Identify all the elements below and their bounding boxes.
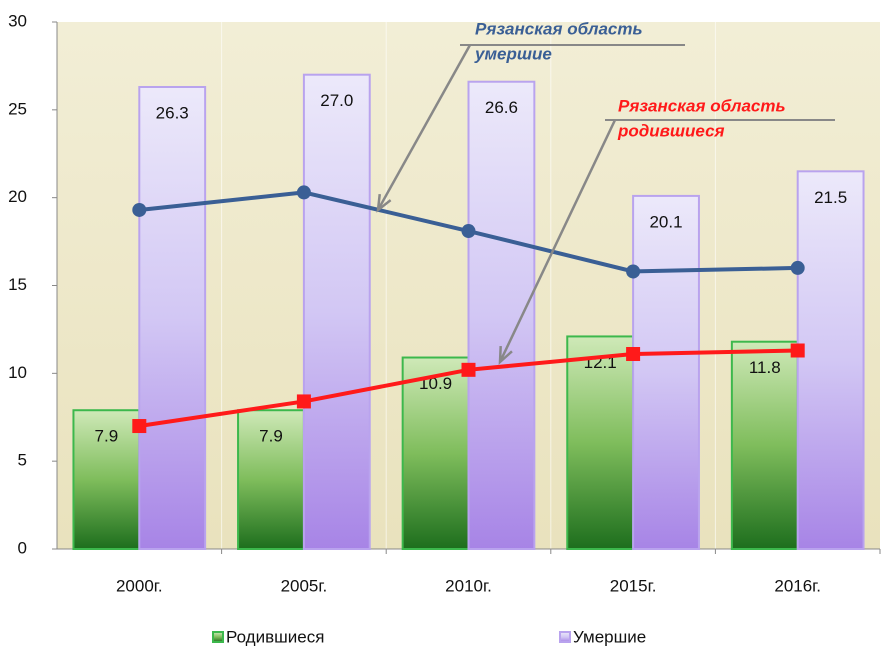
legend-swatch — [559, 631, 571, 643]
data-label: 11.8 — [749, 358, 781, 377]
bar — [730, 340, 799, 551]
legend-label: Родившиеся — [226, 627, 324, 646]
legend-label: Умершие — [573, 627, 646, 646]
data-label: 26.6 — [485, 98, 518, 117]
bar — [796, 170, 865, 550]
data-label: 27.0 — [320, 91, 353, 110]
marker — [461, 224, 476, 239]
annotation: родившиеся — [617, 121, 725, 140]
arrow-head — [376, 193, 392, 213]
marker — [461, 362, 476, 377]
marker — [790, 343, 805, 358]
marker — [296, 185, 311, 200]
data-label: 7.9 — [95, 427, 119, 446]
x-tick-label: 2005г. — [281, 576, 328, 595]
marker — [132, 202, 147, 217]
x-tick-label: 2015г. — [610, 576, 657, 595]
annotation-arrow — [376, 44, 472, 211]
data-label: 26.3 — [156, 103, 189, 122]
y-tick-label: 20 — [8, 187, 27, 206]
annotation-arrow — [498, 119, 617, 363]
annotation: умершие — [474, 44, 552, 63]
legend-swatch — [212, 631, 224, 643]
marker — [790, 260, 805, 275]
bar — [302, 73, 371, 550]
y-tick-label: 5 — [18, 451, 27, 470]
marker — [132, 419, 147, 434]
y-tick-label: 10 — [8, 363, 27, 382]
x-tick-label: 2016г. — [774, 576, 821, 595]
y-tick-label: 15 — [8, 275, 27, 294]
bar — [138, 85, 207, 550]
bar — [566, 335, 635, 550]
data-label: 7.9 — [259, 427, 283, 446]
marker — [626, 264, 641, 279]
x-tick-label: 2000г. — [116, 576, 163, 595]
bar — [632, 194, 700, 550]
x-tick-label: 2010г. — [445, 576, 492, 595]
y-tick-label: 0 — [18, 538, 27, 557]
marker — [626, 347, 641, 362]
arrow-head — [498, 345, 513, 365]
data-label: 21.5 — [814, 188, 847, 207]
y-tick-label: 25 — [8, 99, 27, 118]
annotation: Рязанская область — [475, 19, 643, 38]
y-tick-label: 30 — [8, 11, 27, 30]
data-label: 20.1 — [649, 212, 682, 231]
bar — [467, 80, 536, 551]
bar — [401, 356, 470, 551]
marker — [296, 394, 311, 409]
annotation: Рязанская область — [618, 96, 786, 115]
